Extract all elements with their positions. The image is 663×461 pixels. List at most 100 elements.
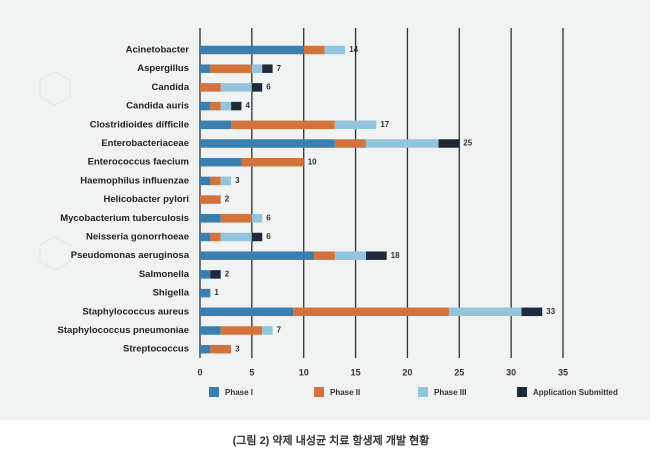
total-label: 3 bbox=[235, 344, 240, 353]
x-tick-label: 15 bbox=[351, 367, 361, 377]
bar-segment bbox=[262, 64, 273, 73]
bar-segment bbox=[210, 101, 221, 111]
bar-segment bbox=[210, 176, 221, 186]
total-label: 6 bbox=[266, 213, 271, 222]
bar-segment bbox=[220, 214, 252, 223]
total-label: 25 bbox=[463, 139, 472, 148]
bar-segment bbox=[200, 83, 221, 92]
bar-segment bbox=[200, 307, 294, 317]
bar-segment bbox=[251, 232, 263, 242]
y-tick-label: Aspergillus bbox=[137, 63, 189, 74]
bar-segment bbox=[200, 139, 335, 148]
y-tick-label: Helicobacter pylori bbox=[103, 194, 189, 205]
total-label: 1 bbox=[214, 288, 219, 297]
bar-segment bbox=[200, 157, 242, 167]
bar-segment bbox=[210, 270, 221, 279]
bar-segment bbox=[210, 64, 252, 73]
bar-segment bbox=[200, 101, 211, 111]
bar-segment bbox=[220, 232, 252, 242]
bar-segment bbox=[220, 326, 263, 335]
y-tick-label: Enterobacteriaceae bbox=[101, 138, 189, 149]
y-tick-label: Staphylococcus aureus bbox=[82, 306, 189, 317]
y-tick-label: Haemophilus influenzae bbox=[80, 175, 189, 186]
bar-segment bbox=[200, 288, 211, 298]
y-tick-label: Mycobacterium tuberculosis bbox=[60, 213, 189, 224]
x-tick-label: 30 bbox=[506, 367, 516, 377]
y-tick-label: Staphylococcus pneumoniae bbox=[58, 325, 189, 336]
y-tick-label: Salmonella bbox=[139, 269, 190, 280]
bar-segment bbox=[334, 120, 377, 130]
total-label: 3 bbox=[235, 176, 240, 185]
bar-segment bbox=[303, 45, 325, 55]
total-label: 6 bbox=[266, 83, 271, 92]
bar-segment bbox=[200, 176, 211, 186]
total-label: 4 bbox=[245, 101, 250, 110]
total-label: 6 bbox=[266, 232, 271, 241]
bar-segment bbox=[220, 176, 232, 186]
bar-segment bbox=[262, 326, 273, 335]
bar-segment bbox=[231, 101, 242, 111]
legend-label: Phase III bbox=[434, 388, 466, 397]
total-label: 10 bbox=[308, 157, 317, 166]
bar-segment bbox=[200, 45, 304, 55]
legend-swatch bbox=[209, 387, 219, 397]
x-tick-label: 35 bbox=[558, 367, 568, 377]
y-tick-label: Neisseria gonorrhoeae bbox=[86, 232, 189, 243]
bar-segment bbox=[200, 344, 211, 354]
y-tick-label: Candida auris bbox=[126, 101, 189, 112]
bar-segment bbox=[200, 64, 211, 73]
decor bbox=[39, 71, 71, 271]
y-tick-label: Acinetobacter bbox=[126, 45, 190, 56]
x-tick-label: 5 bbox=[249, 367, 254, 377]
legend-swatch bbox=[314, 387, 324, 397]
bar-segment bbox=[200, 326, 221, 335]
bar-segment bbox=[200, 214, 221, 223]
x-tick-label: 10 bbox=[299, 367, 309, 377]
legend-label: Phase II bbox=[330, 388, 360, 397]
bar-segment bbox=[365, 139, 439, 148]
legend-swatch bbox=[418, 387, 428, 397]
y-tick-label: Streptococcus bbox=[123, 344, 189, 355]
bar-segment bbox=[448, 307, 522, 317]
legend-swatch bbox=[517, 387, 527, 397]
bar-segment bbox=[210, 344, 232, 354]
y-tick-label: Shigella bbox=[153, 288, 190, 299]
x-tick-label: 25 bbox=[454, 367, 464, 377]
bar-segment bbox=[334, 251, 366, 260]
caption: (그림 2) 약제 내성균 치료 항생제 개발 현황 bbox=[233, 433, 430, 447]
bar-segment bbox=[365, 251, 387, 260]
bar-segment bbox=[293, 307, 449, 317]
bar-segment bbox=[334, 139, 366, 148]
bar-segment bbox=[220, 101, 232, 111]
bar-segment bbox=[241, 157, 304, 167]
bar-segment bbox=[438, 139, 460, 148]
bar-segment bbox=[251, 83, 263, 92]
bar-segment bbox=[251, 214, 263, 223]
bar-segment bbox=[521, 307, 543, 317]
total-label: 33 bbox=[546, 307, 555, 316]
bar-segment bbox=[200, 195, 221, 204]
bar-segment bbox=[220, 83, 252, 92]
bar-segment bbox=[200, 270, 211, 279]
total-label: 2 bbox=[225, 195, 230, 204]
bar-segment bbox=[200, 120, 232, 130]
total-label: 18 bbox=[391, 251, 400, 260]
total-label: 2 bbox=[225, 270, 230, 279]
bar-segment bbox=[231, 120, 335, 130]
bar-segment bbox=[200, 251, 315, 260]
legend-label: Phase I bbox=[225, 388, 253, 397]
y-tick-label: Clostridioides difficile bbox=[90, 119, 189, 130]
panel bbox=[0, 0, 650, 420]
bar-segment bbox=[314, 251, 335, 260]
bar-segment bbox=[324, 45, 346, 55]
y-tick-label: Pseudomonas aeruginosa bbox=[71, 250, 190, 261]
bar-segment bbox=[251, 64, 263, 73]
total-label: 17 bbox=[380, 120, 389, 129]
y-tick-label: Enterococcus faecium bbox=[88, 157, 189, 168]
x-tick-label: 0 bbox=[197, 367, 202, 377]
x-tick-label: 20 bbox=[402, 367, 412, 377]
total-label: 14 bbox=[349, 45, 358, 54]
y-tick-label: Candida bbox=[152, 82, 190, 93]
legend-label: Application Submitted bbox=[533, 388, 618, 397]
